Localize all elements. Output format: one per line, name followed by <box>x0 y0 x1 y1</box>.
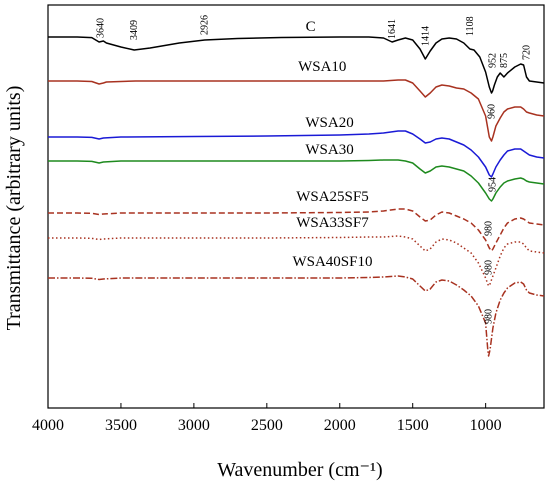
series-label-wsa10: WSA10 <box>298 59 346 75</box>
x-axis-title: Wavenumber (cm⁻¹) <box>217 459 382 481</box>
x-tick-label: 1000 <box>470 417 502 434</box>
series-label-wsa40sf10: WSA40SF10 <box>292 254 372 270</box>
peak-label-980: 980 <box>484 309 495 324</box>
peak-label-980: 980 <box>484 260 495 275</box>
series-line-c <box>48 36 545 94</box>
series-line-wsa20 <box>48 130 545 178</box>
peak-label-2926: 2926 <box>200 15 211 35</box>
peak-annotations: 3640 3409 2926 1641 1414 1108 952 875 720 960 954 9… <box>96 15 533 324</box>
x-tick-label: 3000 <box>178 417 210 434</box>
y-axis-title: Transmittance (arbitrary units) <box>3 86 25 331</box>
series-label-wsa20: WSA20 <box>305 115 353 131</box>
series-label-wsa30: WSA30 <box>305 142 353 158</box>
series-label-wsa25sf5: WSA25SF5 <box>296 189 369 205</box>
x-tick-label: 1500 <box>397 417 429 434</box>
x-tick-label: 2500 <box>251 417 283 434</box>
series-line-wsa10 <box>48 79 545 142</box>
peak-label-980: 980 <box>484 221 495 236</box>
series-label-c: C <box>306 19 316 35</box>
series-line-wsa25sf5 <box>48 208 545 252</box>
series-line-wsa33sf7 <box>48 235 545 287</box>
x-tick-label: 3500 <box>105 417 137 434</box>
peak-label-952: 952 <box>488 53 499 68</box>
series-layer <box>48 36 545 357</box>
peak-label-3409: 3409 <box>129 20 140 40</box>
series-line-wsa40sf10 <box>48 275 545 357</box>
series-line-wsa30 <box>48 159 545 202</box>
peak-label-1414: 1414 <box>420 26 431 46</box>
peak-label-720: 720 <box>522 45 533 60</box>
peak-label-1108: 1108 <box>465 16 476 36</box>
plot-frame <box>47 4 545 409</box>
peak-label-1641: 1641 <box>387 19 398 39</box>
series-label-wsa33sf7: WSA33SF7 <box>296 215 369 231</box>
x-axis-ticks: 4000 3500 3000 2500 2000 1500 1000 <box>32 403 502 434</box>
x-tick-label: 4000 <box>32 417 64 434</box>
series-labels: C WSA10 WSA20 WSA30 WSA25SF5 WSA33SF7 WSA40SF1… <box>292 19 372 270</box>
peak-label-3640: 3640 <box>96 18 107 38</box>
peak-label-960: 960 <box>487 104 498 119</box>
x-tick-label: 2000 <box>324 417 356 434</box>
peak-label-875: 875 <box>499 53 510 68</box>
peak-label-954: 954 <box>487 177 498 192</box>
